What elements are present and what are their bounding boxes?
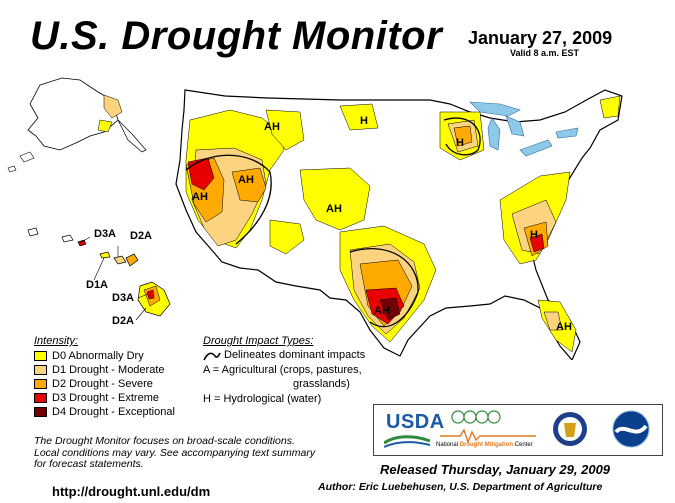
label-d3a-kauai: D3A <box>94 228 116 240</box>
dakota-d0 <box>339 103 379 131</box>
impact-agricultural: A = Agricultural (crops, pastures, <box>203 364 362 376</box>
legend-swatch-d3 <box>34 393 47 403</box>
label-ah-texas: AH <box>374 305 390 317</box>
label-d2a-maui: D2A <box>130 230 152 242</box>
commerce-seal-icon <box>553 412 587 446</box>
legend-label-d0: D0 Abnormally Dry <box>52 350 144 362</box>
usda-hills-icon <box>384 435 430 448</box>
legend-item-d1: D1 Drought - Moderate <box>34 364 165 376</box>
disclaimer-line-2: Local conditions may vary. See accompany… <box>34 446 316 459</box>
legend-swatch-d0 <box>34 351 47 361</box>
legend-label-d3: D3 Drought - Extreme <box>52 392 159 404</box>
wisconsin-d2 <box>453 125 473 147</box>
release-date: Released Thursday, January 29, 2009 <box>380 462 611 477</box>
impact-types-title: Drought Impact Types: <box>203 335 314 347</box>
conus: AH H H AH AH AH AH H AH <box>175 89 623 360</box>
label-ah-florida: AH <box>556 321 572 333</box>
legend-swatch-d1 <box>34 365 47 375</box>
legend-swatch-d2 <box>34 379 47 389</box>
usda-logo: USDA <box>386 411 445 433</box>
drought-map: D3A D2A D1A D3A D2A <box>7 77 623 360</box>
legend-title: Intensity: <box>34 335 79 347</box>
texas-d4 <box>379 297 401 321</box>
label-ah-colorado: AH <box>326 203 342 215</box>
ndmc-wave-icon <box>440 429 536 443</box>
valid-time: Valid 8 a.m. EST <box>510 48 580 58</box>
noaa-seal-icon <box>612 410 650 448</box>
disclaimer-line-3: for forecast statements. <box>34 458 144 470</box>
impact-line-icon <box>203 352 221 361</box>
alaska-d0 <box>97 119 113 133</box>
legend-label-d4: D4 Drought - Exceptional <box>52 406 175 418</box>
maine-d0 <box>599 95 621 119</box>
legend-item-d0: D0 Abnormally Dry <box>34 350 144 362</box>
label-d1a-molokai: D1A <box>86 279 108 291</box>
disclaimer: The Drought Monitor focuses on broad-sca… <box>34 435 364 471</box>
florida-d1 <box>543 311 563 331</box>
ndmc-logo-text: National Drought Mitigation Center <box>436 442 533 448</box>
legend-label-d2: D2 Drought - Severe <box>52 378 153 390</box>
map-date: January 27, 2009 <box>468 28 613 48</box>
website-url[interactable]: http://drought.unl.edu/dm <box>52 484 211 499</box>
arizona-d0 <box>269 219 305 255</box>
label-h-georgia: H <box>530 229 538 241</box>
label-h-minnesota: H <box>360 115 368 127</box>
author: Author: Eric Luebehusen, U.S. Department… <box>318 481 603 493</box>
sponsor-logos: USDA National Drought Mitigation Center <box>373 404 663 456</box>
alaska-d1 <box>103 94 123 119</box>
impact-delineates: Delineates dominant impacts <box>224 349 366 361</box>
label-h-wisconsin: H <box>456 137 464 149</box>
nevada-d2 <box>231 167 267 203</box>
impact-agricultural-cont: grasslands) <box>293 378 350 390</box>
label-d2a-bigisland: D2A <box>112 315 134 327</box>
label-ah-idaho: AH <box>264 121 280 133</box>
label-ah-california: AH <box>192 191 208 203</box>
idaho-d0 <box>265 109 305 151</box>
legend-label-d1: D1 Drought - Moderate <box>52 364 165 376</box>
impact-hydrological: H = Hydrological (water) <box>203 393 322 405</box>
alaska <box>7 77 147 173</box>
label-d3a-bigisland: D3A <box>112 292 134 304</box>
hawaii: D3A D2A D1A D3A D2A <box>27 227 171 327</box>
georgia-d3 <box>529 233 545 253</box>
ndmc-trees-icon <box>451 410 501 424</box>
ndmc-prefix: National <box>436 442 460 448</box>
ndmc-suffix: Center <box>513 442 533 448</box>
legend-item-d3: D3 Drought - Extreme <box>34 392 159 404</box>
legend-swatch-d4 <box>34 407 47 417</box>
colorado-d0 <box>299 167 371 231</box>
ndmc-mid: Drought Mitigation <box>459 442 514 448</box>
legend-item-d2: D2 Drought - Severe <box>34 378 153 390</box>
label-ah-oregon: AH <box>238 174 254 186</box>
disclaimer-line-1: The Drought Monitor focuses on broad-sca… <box>34 435 295 447</box>
map-title: U.S. Drought Monitor <box>30 14 443 58</box>
legend-item-d4: D4 Drought - Exceptional <box>34 406 175 418</box>
